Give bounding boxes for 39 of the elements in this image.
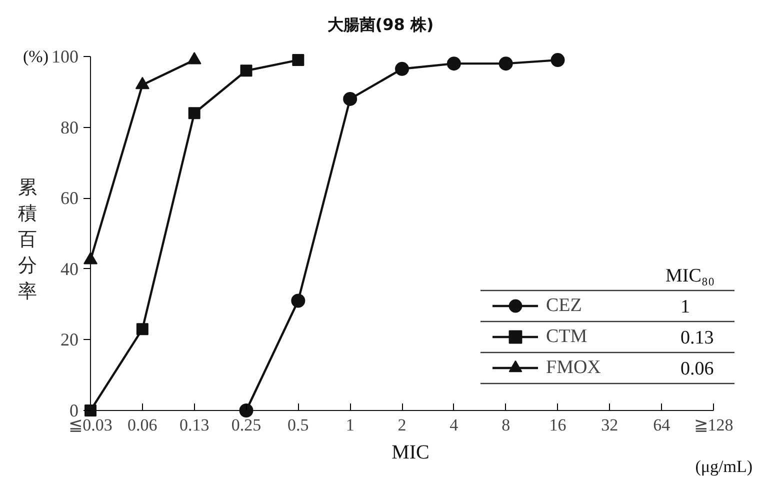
y-tick-label: 60 (60, 188, 78, 208)
y-tick-label: 100 (52, 46, 78, 66)
legend-label: FMOX (546, 356, 601, 380)
point (395, 62, 409, 76)
annotation: 1 (680, 296, 690, 318)
x-tick-label: 2 (398, 416, 406, 434)
x-tick-label: 16 (549, 416, 566, 434)
legend-label: CTM (546, 324, 588, 348)
x-tick-label: 32 (601, 416, 618, 434)
x-tick-label: 0.25 (231, 416, 262, 434)
point (498, 56, 513, 71)
point (240, 64, 252, 77)
x-tick-label: 64 (653, 416, 671, 434)
x-axis-title: MIC (392, 442, 430, 464)
point (291, 294, 306, 308)
text: (%) (23, 47, 48, 66)
legend-label: CEZ (546, 294, 582, 318)
x-tick-label: ≧128 (694, 416, 734, 434)
annotation: 0.06 (680, 358, 714, 380)
x-tick-label: 0.5 (288, 416, 309, 434)
point (550, 53, 565, 68)
chart-title: 大腸菌(98 株) (327, 15, 434, 34)
y-tick-label: 80 (60, 117, 78, 138)
point (446, 56, 461, 71)
point (343, 92, 358, 106)
y-tick-label: 20 (60, 330, 78, 350)
x-tick-label: 0.06 (128, 416, 158, 434)
text: (μg/mL) (695, 457, 753, 476)
x-tick-label: 8 (502, 416, 510, 434)
point (136, 323, 148, 336)
y-tick-label: 40 (60, 258, 78, 279)
x-tick-label: 0.13 (179, 416, 210, 434)
annotation: 0.13 (680, 328, 714, 348)
annotation: MIC₈₀ (666, 266, 715, 286)
point (188, 107, 200, 120)
x-tick-label: 1 (346, 416, 354, 434)
x-tick-label: 4 (450, 416, 459, 434)
point (292, 54, 304, 66)
y-axis-title: 累積百分率 (18, 176, 37, 302)
